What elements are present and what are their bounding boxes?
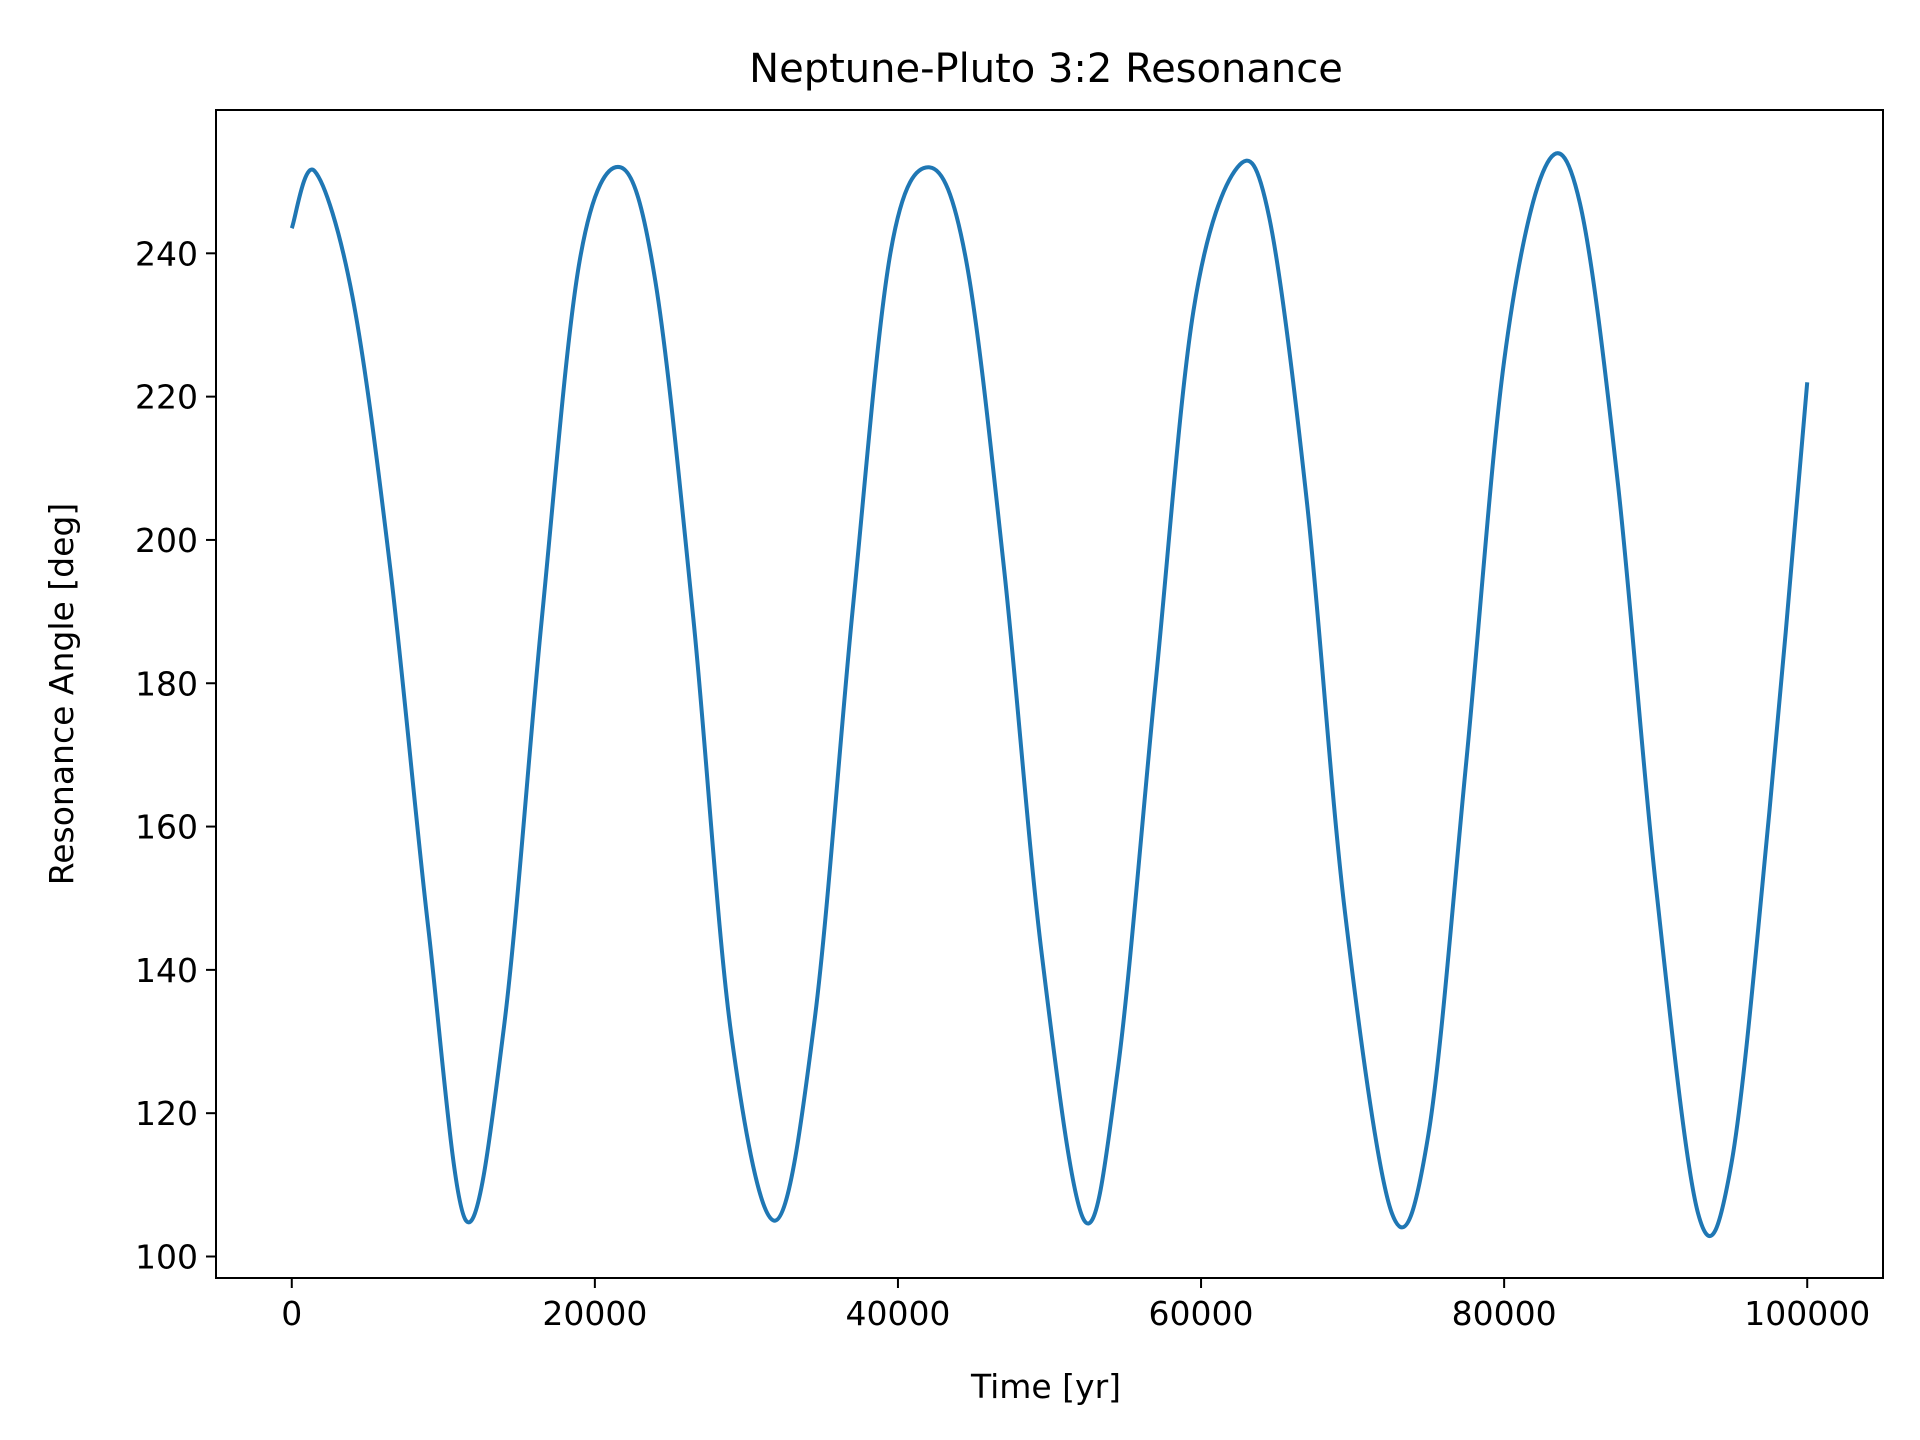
series-line-0: [289, 151, 1810, 1238]
plot-line-layer: [289, 151, 1810, 1238]
y-tick-label: 100: [135, 1238, 198, 1277]
y-tick-label: 140: [135, 951, 198, 990]
y-axis: 100 120 140 160 180 200 220 240: [135, 234, 216, 1277]
y-tick-label: 120: [135, 1094, 198, 1133]
y-tick-label: 180: [135, 664, 198, 703]
x-axis: 0 20000 40000 60000 80000 100000: [281, 1278, 1870, 1333]
plot-frame: [215, 109, 1884, 1279]
y-tick-label: 200: [135, 521, 198, 560]
x-tick-label: 0: [281, 1294, 302, 1333]
chart-title: Neptune-Pluto 3:2 Resonance: [749, 46, 1343, 92]
y-tick-label: 220: [135, 378, 198, 417]
x-tick-label: 100000: [1744, 1294, 1870, 1333]
x-tick-label: 20000: [542, 1294, 647, 1333]
y-axis-label: Resonance Angle [deg]: [42, 503, 81, 885]
y-tick-label: 240: [135, 234, 198, 273]
y-tick-label: 160: [135, 808, 198, 847]
x-tick-label: 80000: [1452, 1294, 1557, 1333]
x-tick-label: 40000: [845, 1294, 950, 1333]
x-axis-label: Time [yr]: [970, 1367, 1121, 1406]
x-tick-label: 60000: [1149, 1294, 1254, 1333]
